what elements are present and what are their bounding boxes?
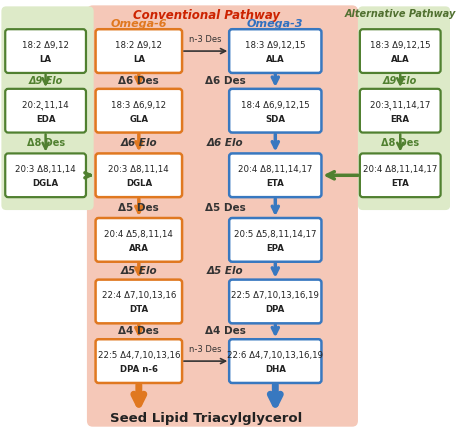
Text: 18:3 Δ6,9,12: 18:3 Δ6,9,12 xyxy=(111,100,166,110)
Text: Δ9 Elo: Δ9 Elo xyxy=(28,76,63,86)
Text: ERA: ERA xyxy=(391,114,410,124)
Text: n-3 Des: n-3 Des xyxy=(190,35,222,44)
Text: 20:4 Δ5,8,11,14: 20:4 Δ5,8,11,14 xyxy=(105,230,173,239)
FancyBboxPatch shape xyxy=(360,29,440,73)
Text: 20:4 Δ8,11,14,17: 20:4 Δ8,11,14,17 xyxy=(238,165,312,174)
Text: DHA: DHA xyxy=(265,365,286,374)
Text: 22:6 Δ4,7,10,13,16,19: 22:6 Δ4,7,10,13,16,19 xyxy=(227,351,323,360)
Text: DGLA: DGLA xyxy=(126,179,152,188)
Text: DPA n-6: DPA n-6 xyxy=(120,365,158,374)
Text: Omega-3: Omega-3 xyxy=(247,19,304,29)
Text: EPA: EPA xyxy=(266,244,284,253)
FancyBboxPatch shape xyxy=(96,154,182,197)
Text: 22:5 Δ4,7,10,13,16: 22:5 Δ4,7,10,13,16 xyxy=(98,351,180,360)
FancyBboxPatch shape xyxy=(96,339,182,383)
Text: ETA: ETA xyxy=(391,179,409,188)
FancyBboxPatch shape xyxy=(96,280,182,323)
FancyBboxPatch shape xyxy=(360,154,440,197)
Text: SDA: SDA xyxy=(265,114,285,124)
FancyBboxPatch shape xyxy=(96,89,182,132)
Text: Δ5 Elo: Δ5 Elo xyxy=(207,266,244,276)
Text: Omega-6: Omega-6 xyxy=(111,19,167,29)
Text: Seed Lipid Triacylglycerol: Seed Lipid Triacylglycerol xyxy=(110,412,302,425)
FancyBboxPatch shape xyxy=(5,154,86,197)
Text: n-3 Des: n-3 Des xyxy=(190,345,222,354)
Text: Δ6 Des: Δ6 Des xyxy=(205,76,246,86)
Text: Δ5 Des: Δ5 Des xyxy=(205,202,246,213)
FancyBboxPatch shape xyxy=(229,89,321,132)
FancyBboxPatch shape xyxy=(358,6,450,210)
Text: Alternative Pathway: Alternative Pathway xyxy=(345,9,456,19)
FancyBboxPatch shape xyxy=(87,5,358,427)
Text: Δ4 Des: Δ4 Des xyxy=(119,326,159,336)
FancyBboxPatch shape xyxy=(229,280,321,323)
Text: 20:3 ͉11,14,17: 20:3 ͉11,14,17 xyxy=(370,100,431,110)
Text: DPA: DPA xyxy=(266,305,285,314)
FancyBboxPatch shape xyxy=(5,29,86,73)
Text: GLA: GLA xyxy=(129,114,149,124)
Text: 20:4 Δ8,11,14,17: 20:4 Δ8,11,14,17 xyxy=(363,165,438,174)
Text: Δ9 Elo: Δ9 Elo xyxy=(383,76,417,86)
Text: ALA: ALA xyxy=(391,55,410,64)
Text: 20:3 Δ8,11,14: 20:3 Δ8,11,14 xyxy=(15,165,76,174)
Text: DTA: DTA xyxy=(129,305,149,314)
Text: Δ6 Elo: Δ6 Elo xyxy=(207,138,244,148)
FancyBboxPatch shape xyxy=(1,6,94,210)
Text: 18:2 Δ9,12: 18:2 Δ9,12 xyxy=(22,41,69,50)
Text: Δ6 Des: Δ6 Des xyxy=(119,76,159,86)
Text: Conventional Pathway: Conventional Pathway xyxy=(133,9,280,22)
FancyBboxPatch shape xyxy=(360,89,440,132)
FancyBboxPatch shape xyxy=(229,218,321,262)
Text: Δ5 Des: Δ5 Des xyxy=(119,202,159,213)
FancyBboxPatch shape xyxy=(229,154,321,197)
FancyBboxPatch shape xyxy=(96,218,182,262)
Text: 22:4 Δ7,10,13,16: 22:4 Δ7,10,13,16 xyxy=(102,291,176,301)
Text: DGLA: DGLA xyxy=(33,179,59,188)
Text: LA: LA xyxy=(133,55,145,64)
Text: LA: LA xyxy=(40,55,51,64)
Text: Δ5 Elo: Δ5 Elo xyxy=(120,266,157,276)
Text: 18:2 Δ9,12: 18:2 Δ9,12 xyxy=(115,41,163,50)
Text: 20:5 Δ5,8,11,14,17: 20:5 Δ5,8,11,14,17 xyxy=(234,230,317,239)
Text: 18:4 Δ6,9,12,15: 18:4 Δ6,9,12,15 xyxy=(241,100,310,110)
FancyBboxPatch shape xyxy=(229,29,321,73)
FancyBboxPatch shape xyxy=(5,89,86,132)
FancyBboxPatch shape xyxy=(229,339,321,383)
Text: Δ8 Des: Δ8 Des xyxy=(27,138,64,148)
Text: 18:3 Δ9,12,15: 18:3 Δ9,12,15 xyxy=(370,41,431,50)
Text: Δ6 Elo: Δ6 Elo xyxy=(120,138,157,148)
Text: 22:5 Δ7,10,13,16,19: 22:5 Δ7,10,13,16,19 xyxy=(231,291,319,301)
Text: 20:2 ͉11,14: 20:2 ͉11,14 xyxy=(22,100,69,110)
Text: EDA: EDA xyxy=(36,114,56,124)
Text: Δ4 Des: Δ4 Des xyxy=(205,326,246,336)
Text: 20:3 Δ8,11,14: 20:3 Δ8,11,14 xyxy=(108,165,169,174)
Text: ALA: ALA xyxy=(266,55,284,64)
Text: ETA: ETA xyxy=(267,179,284,188)
Text: ARA: ARA xyxy=(129,244,149,253)
Text: Δ8 Des: Δ8 Des xyxy=(381,138,419,148)
FancyBboxPatch shape xyxy=(96,29,182,73)
Text: 18:3 Δ9,12,15: 18:3 Δ9,12,15 xyxy=(245,41,305,50)
